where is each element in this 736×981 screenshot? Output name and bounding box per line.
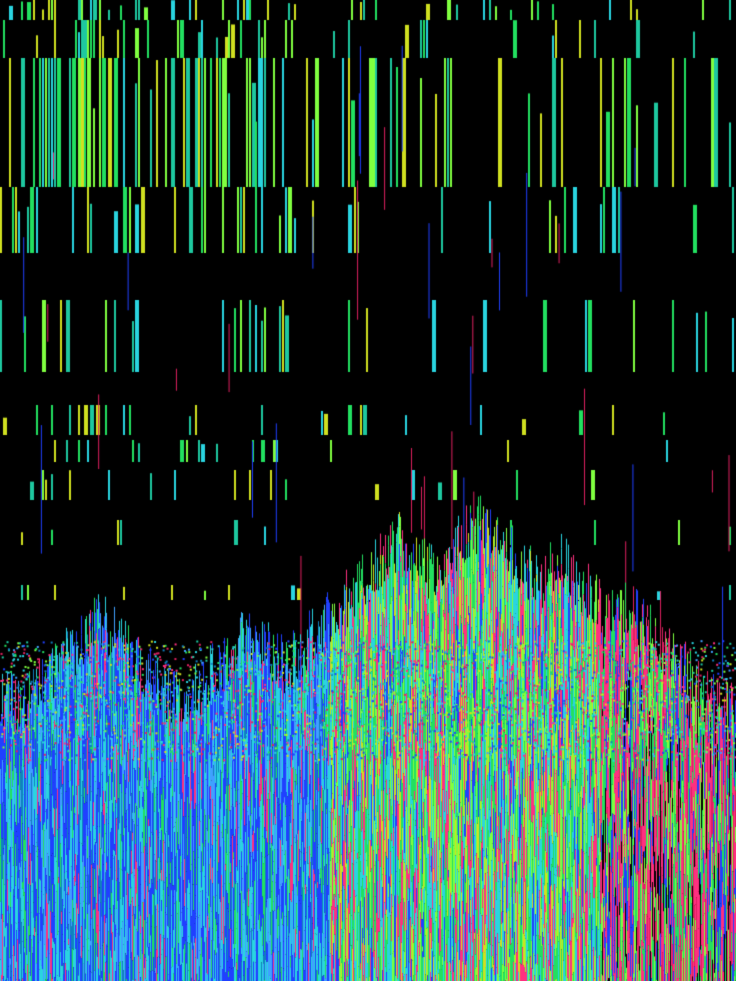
glitch-artwork-canvas [0, 0, 736, 981]
